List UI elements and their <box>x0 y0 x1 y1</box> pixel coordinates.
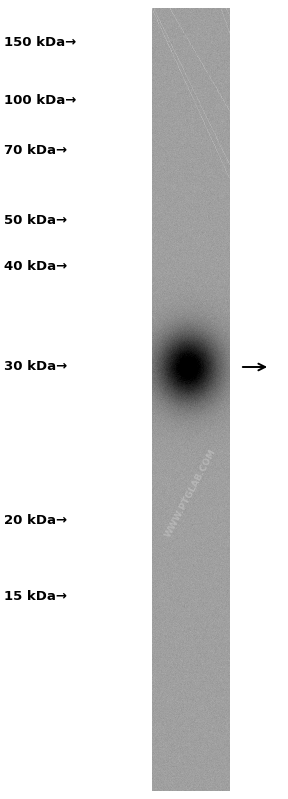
Text: 100 kDa→: 100 kDa→ <box>4 93 76 106</box>
Text: 150 kDa→: 150 kDa→ <box>4 35 76 49</box>
Text: 20 kDa→: 20 kDa→ <box>4 514 67 527</box>
Text: WWW.PTGLAB.COM: WWW.PTGLAB.COM <box>164 447 218 539</box>
Text: 40 kDa→: 40 kDa→ <box>4 260 67 273</box>
Text: 50 kDa→: 50 kDa→ <box>4 213 67 226</box>
Text: 30 kDa→: 30 kDa→ <box>4 360 67 373</box>
Text: 15 kDa→: 15 kDa→ <box>4 590 67 602</box>
Text: 70 kDa→: 70 kDa→ <box>4 145 67 157</box>
